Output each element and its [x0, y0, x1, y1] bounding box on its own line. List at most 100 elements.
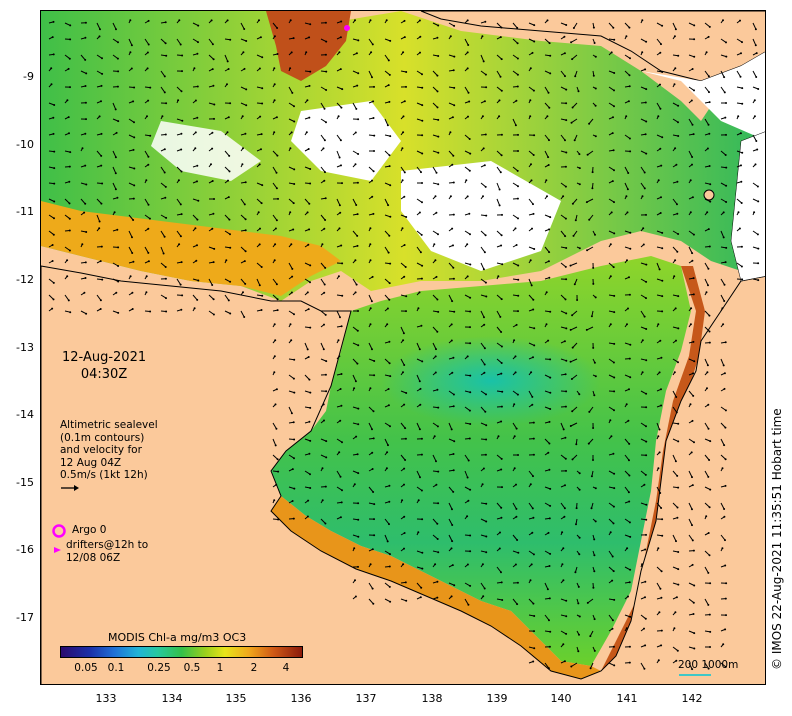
velocity-arrow-head — [197, 199, 200, 202]
velocity-arrow — [320, 342, 325, 350]
velocity-arrow-head — [357, 310, 359, 312]
velocity-arrow-head — [469, 550, 472, 553]
velocity-arrow — [720, 150, 727, 156]
velocity-arrow-head — [482, 195, 484, 198]
velocity-arrow-head — [612, 452, 615, 455]
velocity-arrow-head — [533, 344, 536, 347]
velocity-arrow-head — [707, 427, 710, 430]
velocity-arrow-head — [675, 411, 678, 414]
velocity-arrow-head — [323, 283, 326, 286]
velocity-arrow — [448, 294, 453, 302]
velocity-arrow — [352, 326, 359, 332]
velocity-arrow — [672, 502, 678, 508]
velocity-arrow-head — [145, 291, 148, 294]
velocity-arrow-head — [724, 458, 727, 461]
velocity-arrow-head — [484, 185, 487, 188]
velocity-arrow-head — [641, 195, 644, 198]
velocity-arrow-head — [563, 515, 566, 518]
velocity-arrow-head — [611, 619, 614, 622]
velocity-arrow-head — [147, 227, 150, 230]
velocity-arrow-head — [674, 307, 677, 310]
velocity-arrow-head — [659, 339, 662, 342]
velocity-arrow — [480, 582, 486, 589]
velocity-arrow-head — [516, 393, 519, 396]
velocity-arrow — [720, 358, 725, 366]
velocity-arrow-head — [585, 328, 588, 331]
velocity-arrow-head — [211, 227, 214, 230]
velocity-arrow-head — [628, 293, 631, 296]
velocity-arrow-head — [341, 294, 344, 297]
velocity-arrow-head — [178, 243, 181, 246]
velocity-arrow — [688, 534, 694, 541]
x-tick-label: 136 — [290, 692, 312, 705]
velocity-arrow-head — [708, 25, 711, 28]
velocity-arrow — [64, 198, 70, 204]
velocity-arrow-head — [289, 147, 292, 150]
velocity-arrow-head — [404, 427, 407, 430]
velocity-arrow-head — [499, 75, 502, 78]
velocity-arrow-head — [276, 27, 279, 29]
velocity-arrow-head — [529, 67, 532, 70]
velocity-arrow-head — [53, 217, 55, 220]
velocity-arrow-head — [354, 259, 357, 262]
velocity-arrow-head — [513, 339, 516, 342]
velocity-arrow — [704, 598, 709, 606]
velocity-arrow — [528, 86, 535, 92]
velocity-arrow-head — [627, 595, 629, 598]
velocity-arrow-head — [306, 291, 309, 294]
velocity-arrow-head — [261, 102, 264, 105]
velocity-arrow-head — [485, 424, 488, 427]
velocity-arrow-head — [84, 21, 87, 24]
velocity-arrow-head — [661, 247, 664, 250]
velocity-arrow — [448, 390, 455, 395]
velocity-arrow-head — [577, 650, 580, 653]
velocity-arrow — [464, 470, 469, 478]
velocity-arrow-head — [276, 298, 279, 301]
velocity-arrow-head — [179, 235, 182, 238]
velocity-arrow-head — [180, 213, 183, 216]
velocity-arrow-head — [469, 263, 472, 266]
velocity-arrow-head — [466, 195, 469, 198]
velocity-arrow-head — [738, 227, 741, 230]
velocity-arrow-head — [571, 58, 574, 61]
velocity-arrow-head — [514, 124, 517, 127]
velocity-arrow-head — [369, 19, 372, 22]
velocity-arrow-head — [571, 410, 574, 413]
velocity-arrow-head — [437, 118, 440, 121]
velocity-arrow — [587, 150, 594, 156]
velocity-arrow-head — [67, 116, 70, 119]
velocity-arrow — [320, 262, 326, 269]
velocity-arrow-head — [420, 324, 423, 327]
velocity-arrow — [496, 150, 502, 156]
velocity-arrow — [144, 214, 151, 220]
velocity-arrow-head — [661, 71, 664, 73]
velocity-arrow-head — [388, 484, 391, 487]
velocity-arrow — [720, 502, 725, 510]
velocity-arrow-head — [339, 211, 342, 214]
velocity-arrow-head — [275, 116, 278, 119]
velocity-arrow-head — [677, 233, 680, 235]
velocity-arrow-head — [481, 115, 484, 118]
velocity-arrow-head — [628, 459, 630, 462]
velocity-arrow-head — [708, 101, 711, 104]
velocity-arrow-head — [645, 328, 648, 330]
velocity-arrow-head — [245, 104, 248, 107]
velocity-arrow-head — [466, 67, 469, 70]
map-plot-area[interactable] — [40, 10, 766, 685]
velocity-arrow-head — [693, 441, 695, 444]
velocity-arrow-head — [356, 213, 359, 216]
velocity-arrow-head — [292, 202, 295, 205]
velocity-arrow — [608, 614, 614, 621]
cloud-patch-4 — [151, 121, 261, 181]
velocity-arrow-head — [570, 41, 573, 44]
velocity-arrow-head — [628, 474, 631, 477]
velocity-arrow-head — [149, 86, 152, 89]
velocity-arrow-head — [467, 91, 470, 94]
velocity-arrow-head — [548, 276, 551, 279]
chl-low-core — [381, 336, 601, 426]
x-tick-label: 137 — [355, 692, 377, 705]
velocity-arrow-head — [339, 419, 342, 422]
velocity-arrow-head — [724, 116, 727, 119]
velocity-arrow-head — [613, 105, 615, 108]
velocity-arrow-head — [628, 85, 631, 88]
